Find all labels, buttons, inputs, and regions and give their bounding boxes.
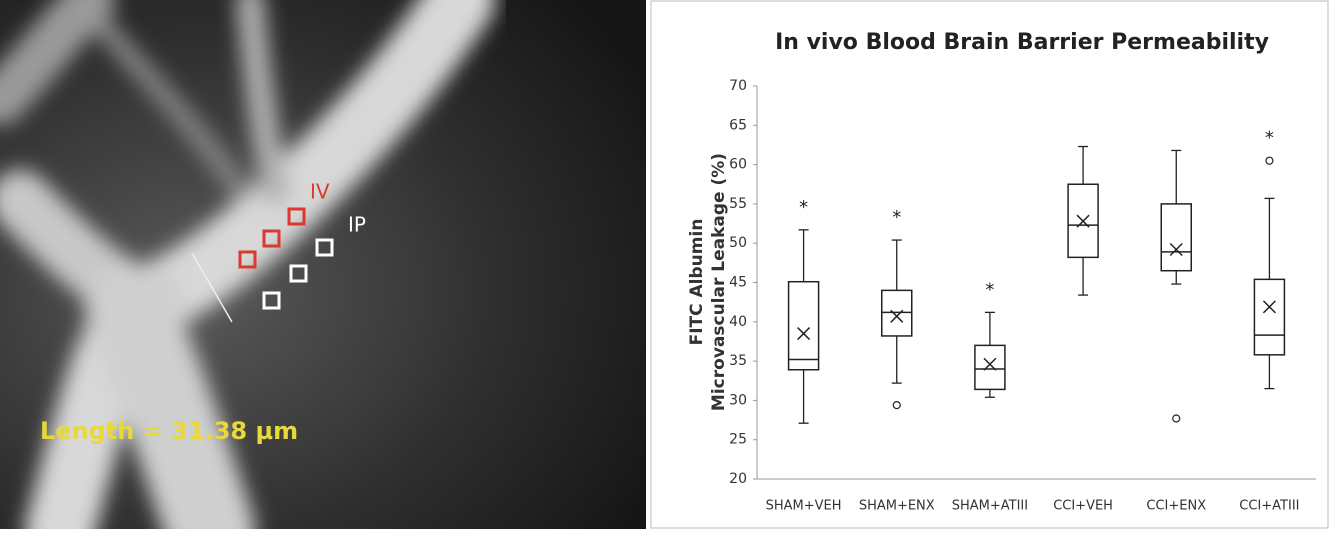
x-tick-label: CCI+ENX bbox=[1146, 499, 1206, 514]
micrograph: IV IP Length = 31.38 µm bbox=[0, 0, 646, 529]
x-tick-label: SHAM+ATIII bbox=[952, 499, 1028, 514]
y-tick-label: 60 bbox=[729, 157, 747, 173]
x-tick-label: SHAM+ENX bbox=[859, 499, 935, 514]
chart-title: In vivo Blood Brain Barrier Permeability bbox=[775, 30, 1269, 55]
length-label: Length = 31.38 µm bbox=[40, 417, 298, 445]
y-tick-label: 50 bbox=[729, 235, 747, 251]
region-label: IP bbox=[348, 213, 366, 237]
figure: IV IP Length = 31.38 µm In vivo Blood Br… bbox=[0, 0, 1329, 529]
y-axis-label: FITC Albumin bbox=[687, 219, 707, 346]
x-tick-label: CCI+VEH bbox=[1053, 499, 1113, 514]
y-tick-label: 25 bbox=[729, 432, 747, 448]
y-tick-label: 65 bbox=[729, 117, 747, 133]
y-tick-label: 20 bbox=[729, 471, 747, 487]
significance-marker: * bbox=[1265, 128, 1274, 149]
x-tick-label: CCI+ATIII bbox=[1239, 499, 1299, 514]
significance-marker: * bbox=[892, 207, 901, 228]
y-tick-label: 55 bbox=[729, 196, 747, 212]
y-tick-label: 35 bbox=[729, 353, 747, 369]
chart-panel bbox=[651, 1, 1328, 528]
y-axis-label: Microvascular Leakage (%) bbox=[709, 153, 729, 411]
y-tick-label: 40 bbox=[729, 314, 747, 330]
significance-marker: * bbox=[799, 197, 808, 218]
x-tick-label: SHAM+VEH bbox=[766, 499, 842, 514]
y-tick-label: 70 bbox=[729, 78, 747, 94]
y-tick-label: 30 bbox=[729, 392, 747, 408]
y-tick-label: 45 bbox=[729, 275, 747, 291]
significance-marker: * bbox=[985, 279, 994, 300]
region-label: IV bbox=[310, 180, 330, 204]
